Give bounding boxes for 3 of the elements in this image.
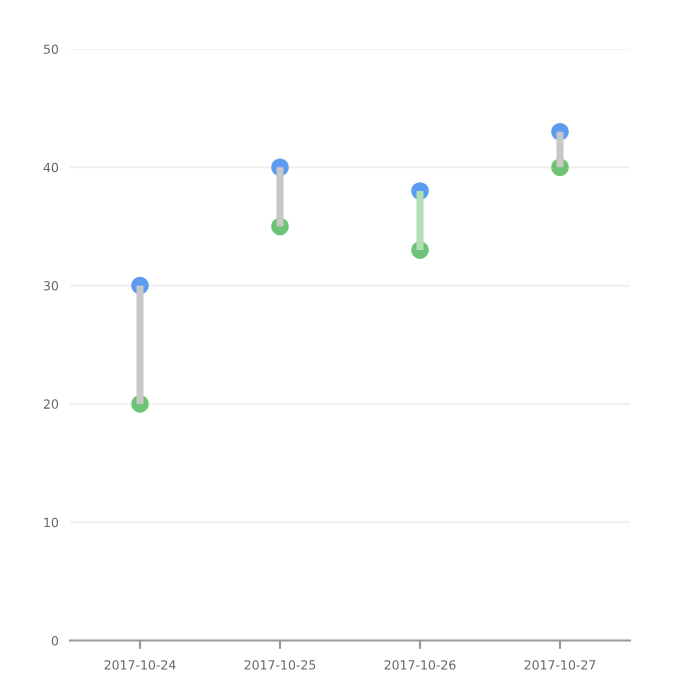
bar (136, 285, 144, 404)
bar (556, 131, 564, 168)
bar (416, 190, 424, 251)
